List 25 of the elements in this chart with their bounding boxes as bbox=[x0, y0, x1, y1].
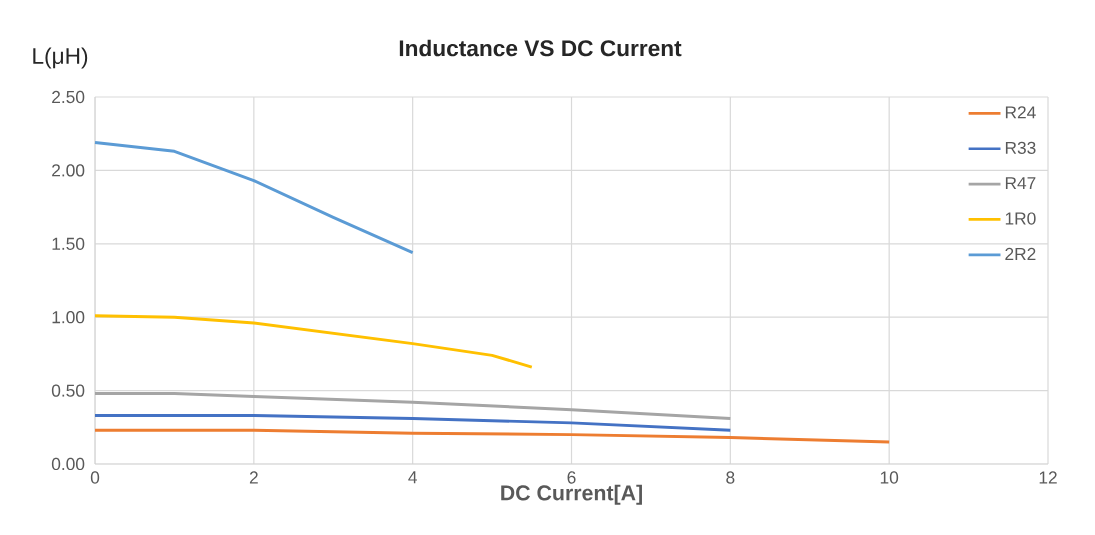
legend-label: 1R0 bbox=[1005, 212, 1036, 225]
legend-label: R47 bbox=[1005, 177, 1036, 190]
legend-label: R33 bbox=[1005, 141, 1036, 154]
y-axis-title: L(μH) bbox=[33, 47, 88, 69]
legend-label: R24 bbox=[1005, 106, 1036, 119]
x-tick-label: 12 bbox=[1039, 471, 1057, 484]
chart-title: Inductance VS DC Current bbox=[399, 39, 682, 57]
x-tick-label: 4 bbox=[408, 471, 417, 484]
line-series bbox=[93, 414, 732, 432]
x-axis-title: DC Current[A] bbox=[501, 484, 642, 505]
x-tick-label: 10 bbox=[880, 471, 899, 484]
y-tick-label: 0.00 bbox=[51, 457, 85, 471]
y-tick-label: 2.50 bbox=[52, 90, 85, 104]
line-series bbox=[93, 141, 415, 255]
x-tick-label: 0 bbox=[90, 471, 100, 484]
y-tick-label: 2.00 bbox=[52, 164, 85, 177]
y-tick-label: 1.50 bbox=[52, 237, 85, 250]
x-tick-label: 6 bbox=[567, 471, 576, 484]
y-tick-label: 0.50 bbox=[51, 384, 85, 397]
y-tick-label: 1.00 bbox=[52, 311, 85, 324]
x-tick-label: 8 bbox=[726, 471, 735, 484]
x-tick-label: 2 bbox=[249, 471, 258, 484]
legend-label: 2R2 bbox=[1005, 247, 1036, 260]
line-series bbox=[93, 428, 891, 444]
line-series bbox=[93, 392, 732, 420]
